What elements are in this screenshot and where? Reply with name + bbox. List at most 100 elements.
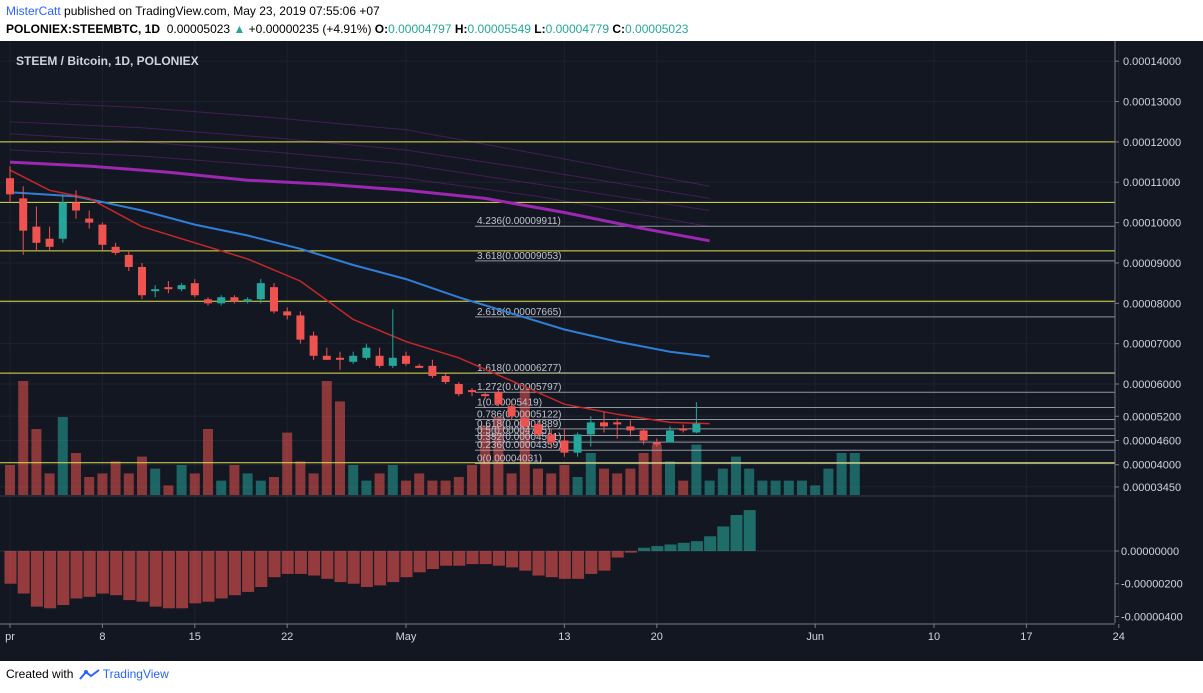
volume-bar [97, 473, 108, 495]
volume-bar [308, 473, 319, 495]
volume-bar [559, 465, 570, 495]
candle-body [6, 178, 14, 195]
candle-body [402, 355, 410, 364]
fib-level-label: 0(0.00004031) [477, 453, 542, 464]
oscillator-bar [704, 536, 717, 551]
price-tick-label: 0.00009000 [1123, 258, 1181, 270]
oscillator-bar [110, 551, 123, 596]
price-tick-label: 0.00010000 [1123, 218, 1181, 230]
volume-bar [678, 480, 689, 495]
volume-bar [18, 381, 29, 495]
oscillator-bar [321, 551, 334, 579]
volume-bar [533, 468, 543, 495]
volume-bar [665, 461, 675, 495]
oscillator-bar [572, 551, 585, 579]
publish-line: MisterCatt published on TradingView.com,… [6, 4, 380, 18]
volume-bar [150, 468, 161, 495]
oscillator-bar [70, 551, 83, 599]
oscillator-bar [176, 551, 189, 609]
volume-bar [585, 453, 596, 495]
price-tick-label: 0.00005200 [1123, 411, 1181, 423]
oscillator-bar [651, 546, 664, 551]
oscillator-bar [440, 551, 453, 566]
volume-bar [84, 477, 95, 495]
oscillator-bar [413, 551, 426, 573]
fib-level-label: 4.236(0.00009911) [477, 216, 561, 227]
candlesticks [6, 166, 701, 457]
candle-body [309, 335, 318, 356]
candle-body [520, 418, 529, 427]
oscillator-bar [268, 551, 281, 578]
volume-bar [506, 473, 517, 495]
faint-ma-line [9, 149, 710, 228]
oscillator-bar [360, 551, 373, 587]
oscillator-bar [202, 551, 215, 602]
volume-bar [229, 465, 240, 495]
fib-level-label: 2.618(0.00007665) [477, 307, 562, 318]
volume-bar [348, 465, 359, 495]
candle-body [72, 202, 80, 211]
high-value: 0.00005549 [467, 22, 531, 36]
high-label: H: [454, 22, 468, 36]
candle-body [692, 423, 701, 433]
volume-bar [744, 468, 755, 495]
candle-body [151, 289, 160, 292]
time-tick-label: 17 [1020, 631, 1032, 643]
ohlc-line: POLONIEX:STEEMBTC, 1D 0.00005023 ▲ +0.00… [6, 22, 688, 36]
fib-level-label: 3.618(0.00009053) [477, 251, 562, 262]
faint-ma-line [9, 121, 710, 199]
time-tick-label: 15 [189, 631, 201, 643]
oscillator-bar [677, 542, 690, 551]
volume-bar [757, 480, 768, 495]
volume-bar [242, 473, 253, 495]
moving-averages [9, 160, 710, 425]
oscillator-histogram [0, 510, 1115, 609]
author-link[interactable]: MisterCatt [6, 4, 61, 18]
candle-body [256, 283, 265, 300]
time-tick-label: 22 [281, 631, 293, 643]
oscillator-bar [400, 551, 413, 578]
tradingview-brand[interactable]: TradingView [102, 667, 169, 681]
candle-body [32, 226, 41, 243]
close-value: 0.00005023 [625, 22, 689, 36]
candle-body [98, 224, 107, 245]
candle-body [45, 238, 54, 247]
ema-red-line [9, 169, 710, 425]
volume-bar [189, 473, 200, 495]
oscillator-bar [558, 551, 571, 579]
fib-level-label: 0.5(0.00004725) [477, 425, 550, 436]
volume-bar [176, 465, 187, 495]
symbol-label: POLONIEX:STEEMBTC, 1D [6, 22, 161, 36]
axes: 0.00014000 0.00013000 0.00012000 0.00011000… [0, 41, 1183, 643]
volume-bar [770, 480, 781, 495]
candle-body [441, 375, 450, 383]
oscillator-bar [479, 551, 492, 565]
oscillator-bar [4, 551, 17, 584]
price-change: +0.00000235 (+4.91%) [248, 22, 372, 36]
volume-bar [427, 480, 438, 495]
time-tick-label: 8 [99, 631, 105, 643]
volume-bar [414, 473, 425, 495]
volume-bar [453, 477, 464, 495]
candle-body [573, 434, 582, 453]
volume-bar [717, 468, 728, 495]
oscillator-bar [453, 551, 466, 566]
footer: Created with TradingView [6, 667, 169, 681]
volume-bar [255, 480, 266, 495]
candle-body [111, 246, 120, 253]
volume-bar [480, 425, 491, 495]
price-tick-label: 0.00007000 [1123, 339, 1181, 351]
ema-blue-line [9, 191, 710, 358]
oscillator-bar [17, 551, 30, 594]
volume-bar [321, 381, 332, 495]
candle-body [375, 355, 384, 366]
volume-bar [638, 453, 649, 495]
price-chart[interactable]: 4.236(0.00009911) 3.618(0.00009053) 2.618(… [0, 41, 1203, 661]
oscillator-bar [83, 551, 96, 597]
osc-tick-label: 0.00000000 [1121, 546, 1179, 558]
price-tick-label: 0.00012000 [1123, 137, 1181, 149]
low-label: L: [534, 22, 546, 36]
oscillator-bar [162, 551, 175, 609]
candle-body [666, 430, 674, 443]
oscillator-bar [57, 551, 70, 605]
